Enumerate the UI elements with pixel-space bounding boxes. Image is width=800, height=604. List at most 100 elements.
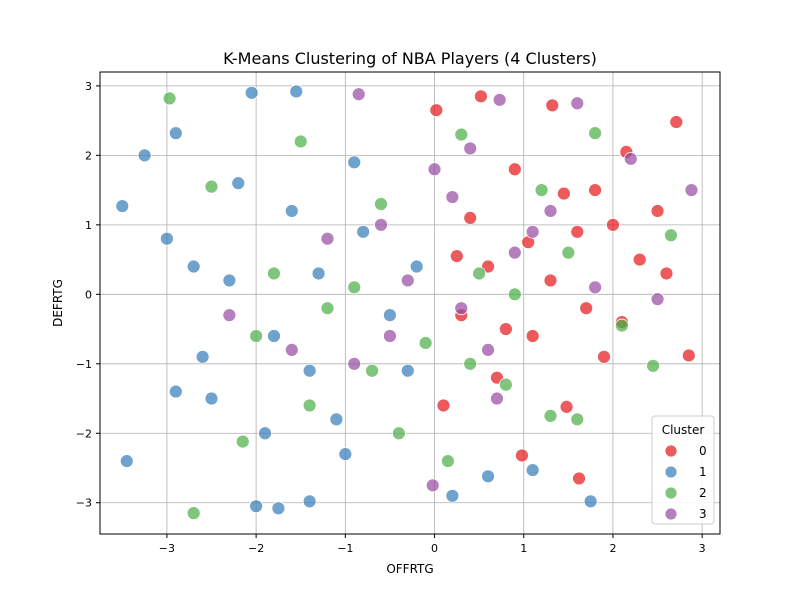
data-point: [427, 162, 442, 177]
data-point: [249, 329, 264, 343]
data-point: [614, 318, 629, 333]
x-tick-label: 2: [609, 542, 616, 555]
y-tick-label: −3: [76, 497, 92, 510]
data-point: [606, 217, 620, 232]
data-point: [115, 199, 130, 213]
data-point: [409, 259, 424, 274]
data-point: [570, 412, 585, 427]
data-point: [579, 301, 594, 316]
data-point: [160, 231, 174, 246]
data-point: [449, 249, 464, 264]
data-point: [302, 363, 317, 378]
legend-marker: [664, 444, 678, 458]
data-point: [545, 98, 560, 113]
data-point: [231, 176, 246, 191]
data-point: [400, 363, 415, 378]
data-point: [646, 358, 660, 373]
data-point: [347, 280, 362, 295]
y-tick-label: −2: [76, 427, 92, 440]
data-point: [623, 151, 638, 166]
legend-label: 0: [699, 444, 707, 458]
data-point: [445, 190, 460, 204]
legend-item-0: 0: [664, 444, 707, 458]
data-point: [383, 329, 397, 343]
data-point: [543, 408, 558, 423]
data-point: [650, 204, 665, 218]
data-point: [570, 96, 585, 111]
data-point: [267, 266, 281, 281]
legend-marker: [664, 486, 678, 500]
data-point: [320, 231, 335, 246]
data-point: [492, 92, 507, 107]
data-point: [347, 356, 362, 371]
legend-title: Cluster: [662, 423, 705, 437]
data-point: [235, 434, 250, 449]
legend: Cluster 0 1 2 3: [651, 415, 715, 525]
data-points: [115, 84, 699, 521]
data-point: [481, 342, 495, 357]
data-point: [498, 377, 513, 392]
data-point: [222, 273, 237, 288]
data-point: [284, 342, 299, 357]
series-cluster-2: [162, 91, 678, 521]
data-point: [659, 266, 674, 281]
data-point: [534, 183, 549, 198]
data-point: [583, 494, 598, 509]
data-point: [168, 126, 183, 141]
data-point: [507, 287, 522, 302]
data-point: [570, 224, 585, 239]
y-axis-label: DEFRTG: [51, 279, 65, 327]
chart-title: K-Means Clustering of NBA Players (4 Clu…: [223, 49, 597, 68]
data-point: [445, 488, 460, 503]
data-point: [311, 266, 326, 281]
data-point: [425, 478, 440, 493]
data-point: [204, 391, 219, 406]
data-point: [244, 85, 259, 100]
data-point: [391, 426, 406, 441]
data-point: [561, 245, 576, 260]
data-point: [347, 155, 362, 170]
data-point: [556, 186, 571, 201]
axis-ticks: −3 −2 −1 0 1 2 3 −3 −2 −1 0 1 2 3: [76, 80, 706, 555]
data-point: [284, 204, 299, 218]
legend-marker: [664, 507, 678, 521]
data-point: [681, 348, 696, 363]
data-point: [338, 447, 353, 462]
data-point: [588, 126, 603, 141]
data-point: [351, 87, 366, 102]
legend-item-1: 1: [664, 465, 707, 479]
x-tick-label: −1: [337, 542, 353, 555]
data-point: [374, 197, 388, 211]
series-cluster-0: [429, 89, 696, 486]
data-point: [271, 501, 286, 516]
legend-label: 3: [699, 507, 707, 521]
data-point: [162, 91, 177, 106]
data-point: [302, 398, 317, 413]
data-point: [507, 245, 522, 260]
data-point: [572, 471, 586, 486]
legend-item-2: 2: [664, 486, 707, 500]
legend-label: 1: [699, 465, 707, 479]
data-point: [293, 134, 308, 149]
data-point: [543, 273, 558, 288]
data-point: [249, 499, 264, 514]
data-point: [374, 217, 388, 232]
data-point: [168, 384, 183, 399]
x-tick-label: −2: [248, 542, 264, 555]
x-tick-label: −3: [159, 542, 175, 555]
data-point: [463, 141, 478, 156]
grid-lines: [100, 72, 720, 534]
data-point: [684, 183, 699, 198]
legend-marker: [664, 465, 678, 479]
data-point: [559, 399, 574, 414]
data-point: [302, 494, 317, 509]
plot-frame: [99, 71, 721, 535]
data-point: [186, 259, 201, 274]
data-point: [588, 280, 603, 295]
legend-item-3: 3: [664, 507, 707, 521]
data-point: [267, 329, 281, 343]
data-point: [441, 454, 455, 468]
data-point: [418, 336, 433, 350]
